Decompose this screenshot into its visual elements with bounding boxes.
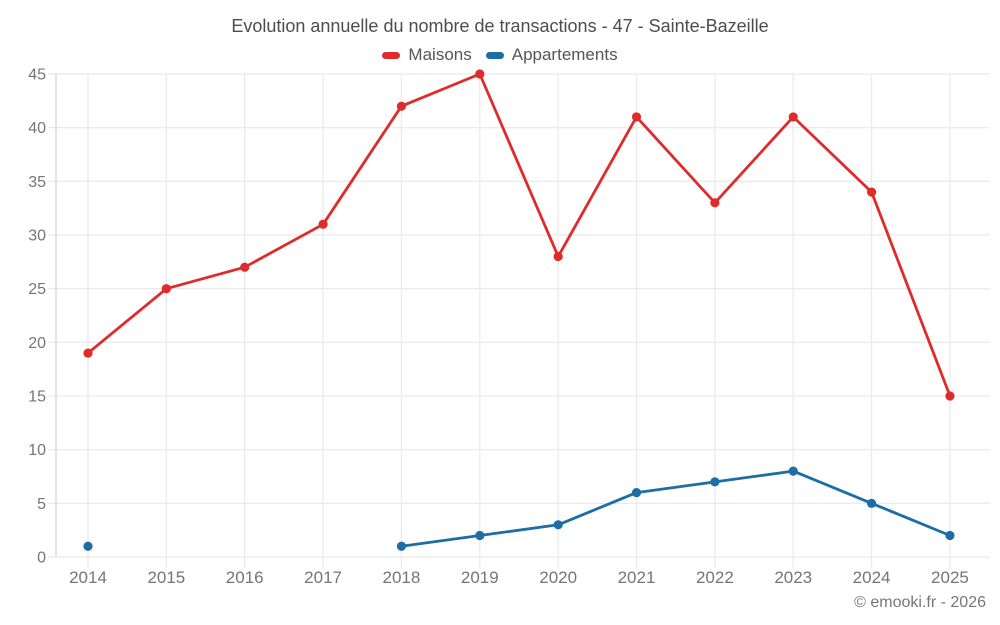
appartements-legend-swatch-icon bbox=[485, 51, 504, 59]
legend-label-appartements: Appartements bbox=[511, 45, 618, 64]
data-point-maisons-2015[interactable] bbox=[161, 284, 171, 294]
y-axis-label: 0 bbox=[37, 550, 46, 567]
data-point-maisons-2019[interactable] bbox=[475, 69, 485, 79]
legend-item-maisons[interactable]: Maisons bbox=[382, 45, 472, 65]
x-axis-label: 2023 bbox=[774, 568, 812, 587]
chart-legend: Maisons Appartements bbox=[0, 45, 1000, 65]
x-axis-label: 2022 bbox=[696, 568, 734, 587]
data-point-appartements-2022[interactable] bbox=[710, 477, 720, 487]
x-axis-label: 2014 bbox=[69, 568, 107, 587]
y-axis-label: 35 bbox=[28, 174, 46, 191]
y-axis-label: 30 bbox=[28, 228, 46, 245]
x-axis-label: 2019 bbox=[461, 568, 499, 587]
chart-title: Evolution annuelle du nombre de transact… bbox=[231, 16, 769, 36]
y-axis-label: 25 bbox=[28, 281, 46, 298]
series-line-appartements bbox=[400, 469, 952, 548]
data-point-maisons-2018[interactable] bbox=[396, 101, 407, 111]
x-axis-label: 2021 bbox=[618, 568, 656, 587]
x-axis-label: 2016 bbox=[226, 568, 264, 587]
data-point-appartements-2021[interactable] bbox=[631, 488, 642, 498]
copyright-watermark: © emooki.fr - 2026 bbox=[854, 594, 986, 611]
data-point-appartements-2020[interactable] bbox=[553, 520, 563, 530]
x-axis-label: 2018 bbox=[383, 568, 421, 587]
data-point-maisons-2020[interactable] bbox=[553, 251, 563, 262]
y-axis-label: 20 bbox=[28, 335, 46, 352]
data-point-appartements-2024[interactable] bbox=[867, 498, 877, 508]
y-axis-label: 5 bbox=[37, 496, 46, 513]
y-axis-label: 10 bbox=[28, 442, 46, 459]
data-point-maisons-2022[interactable] bbox=[710, 198, 720, 208]
x-axis-label: 2017 bbox=[304, 568, 342, 587]
data-point-maisons-2014[interactable] bbox=[83, 348, 93, 358]
data-point-appartements-2025[interactable] bbox=[945, 530, 955, 541]
y-axis-label: 45 bbox=[28, 67, 46, 84]
y-axis-label: 40 bbox=[28, 120, 46, 137]
data-point-maisons-2024[interactable] bbox=[867, 187, 877, 197]
data-point-maisons-2025[interactable] bbox=[945, 391, 955, 401]
x-axis-label: 2020 bbox=[539, 568, 577, 587]
x-axis-label: 2024 bbox=[853, 568, 891, 587]
data-point-appartements-2019[interactable] bbox=[475, 530, 485, 541]
data-point-appartements-2023[interactable] bbox=[788, 466, 798, 476]
data-point-maisons-2017[interactable] bbox=[318, 219, 328, 229]
data-point-maisons-2021[interactable] bbox=[631, 112, 642, 122]
legend-label-maisons: Maisons bbox=[408, 45, 472, 64]
y-axis-label: 15 bbox=[28, 389, 46, 406]
maisons-legend-swatch-icon bbox=[382, 51, 401, 59]
x-axis-label: 2015 bbox=[147, 568, 185, 587]
data-point-maisons-2016[interactable] bbox=[240, 262, 250, 272]
data-point-appartements-2014[interactable] bbox=[83, 541, 93, 551]
data-point-maisons-2023[interactable] bbox=[788, 112, 798, 122]
x-axis-label: 2025 bbox=[931, 568, 969, 587]
series-line-maisons bbox=[86, 72, 952, 398]
legend-item-appartements[interactable]: Appartements bbox=[485, 45, 618, 65]
data-point-appartements-2018[interactable] bbox=[396, 541, 407, 551]
